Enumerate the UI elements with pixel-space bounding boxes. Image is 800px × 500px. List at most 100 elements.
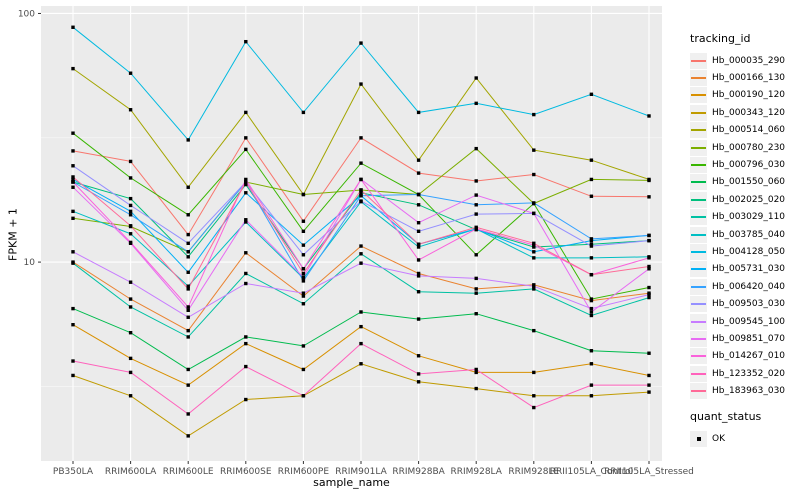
data-point — [474, 225, 478, 230]
data-point — [416, 354, 421, 358]
data-point — [647, 178, 651, 183]
data-point — [589, 238, 594, 243]
data-point — [186, 315, 190, 319]
legend-label: Hb_123352_020 — [712, 368, 786, 379]
data-point — [186, 308, 190, 312]
data-point — [186, 284, 190, 288]
data-point — [359, 82, 363, 86]
quant-status-legend: quant_status OK — [690, 410, 800, 447]
line-key-icon — [690, 226, 707, 243]
legend-label: Hb_001550_060 — [712, 177, 786, 188]
data-point — [532, 287, 536, 291]
data-point — [416, 271, 421, 276]
data-point — [359, 177, 363, 182]
data-point — [474, 76, 478, 80]
data-point — [71, 66, 75, 71]
data-point — [647, 292, 651, 297]
data-point — [589, 272, 594, 277]
line-key-icon — [690, 243, 707, 260]
data-point — [589, 92, 594, 96]
data-point — [474, 193, 478, 197]
data-point — [301, 229, 306, 233]
line-key-icon — [690, 313, 707, 330]
data-point — [532, 284, 536, 288]
legend-item: Hb_000190_120 — [690, 87, 800, 104]
legend-item: Hb_002025_020 — [690, 191, 800, 208]
data-point — [301, 243, 306, 247]
data-point — [186, 250, 190, 254]
legend-item: Hb_009503_030 — [690, 295, 800, 313]
data-point — [416, 192, 421, 197]
data-point — [416, 203, 421, 207]
x-tick-label: RRIM600LE — [163, 467, 214, 477]
legend-label: Hb_009503_030 — [712, 299, 786, 310]
x-tick-label: RRIM600PE — [278, 467, 330, 477]
legend-item: Hb_000514_060 — [690, 122, 800, 139]
data-point — [647, 267, 651, 271]
data-point — [71, 149, 75, 153]
data-point — [128, 176, 133, 180]
data-point — [301, 344, 306, 348]
legend-item: Hb_003785_040 — [690, 226, 800, 243]
data-point — [359, 161, 363, 165]
data-point — [359, 324, 363, 329]
data-point — [532, 211, 536, 216]
data-point — [244, 136, 248, 140]
data-point — [244, 39, 248, 44]
data-point — [359, 341, 363, 346]
data-point — [589, 242, 594, 246]
data-point — [474, 203, 478, 207]
data-point — [244, 191, 248, 195]
data-point — [589, 310, 594, 314]
data-point — [532, 328, 536, 333]
data-point — [416, 317, 421, 321]
y-tick-label: 10 — [24, 258, 36, 268]
legend-item: Hb_183963_030 — [690, 382, 800, 400]
data-point — [186, 412, 190, 416]
legend-label: Hb_183963_030 — [712, 386, 786, 397]
legend-label: Hb_003785_040 — [712, 229, 786, 240]
data-point — [474, 370, 478, 375]
data-point — [244, 364, 248, 369]
legend-label: Hb_000343_120 — [712, 107, 786, 118]
data-point — [589, 306, 594, 311]
legend-label: Hb_000190_120 — [712, 90, 786, 101]
data-point — [532, 243, 536, 247]
line-key-icon — [690, 174, 707, 191]
data-point — [474, 287, 478, 291]
data-point — [301, 294, 306, 298]
data-point — [647, 195, 651, 199]
data-point — [647, 390, 651, 394]
data-point — [244, 341, 248, 346]
data-point — [244, 147, 248, 152]
data-point — [71, 216, 75, 221]
data-point — [128, 297, 133, 301]
line-key-icon — [690, 348, 707, 365]
data-point — [532, 256, 536, 260]
data-point — [416, 229, 421, 233]
data-point — [416, 258, 421, 262]
x-tick-label: RRIM600SE — [220, 467, 272, 477]
data-point — [71, 261, 75, 265]
data-point — [532, 172, 536, 177]
data-point — [128, 224, 133, 228]
data-point — [186, 213, 190, 217]
data-point — [589, 256, 594, 260]
data-point — [647, 383, 651, 387]
data-point — [244, 180, 248, 184]
legend-item: Hb_000343_120 — [690, 104, 800, 121]
data-point — [128, 370, 133, 375]
data-point — [71, 359, 75, 363]
data-point — [647, 285, 651, 290]
data-point — [301, 302, 306, 306]
legend-item: Hb_004128_050 — [690, 243, 800, 260]
data-point — [244, 271, 248, 276]
data-point — [647, 233, 651, 238]
data-point — [301, 271, 306, 276]
data-point — [244, 110, 248, 115]
legend-item: Hb_003029_110 — [690, 209, 800, 226]
data-point — [416, 110, 421, 115]
x-tick-label: RRII105LA_Stressed — [604, 467, 694, 477]
data-point — [474, 101, 478, 106]
